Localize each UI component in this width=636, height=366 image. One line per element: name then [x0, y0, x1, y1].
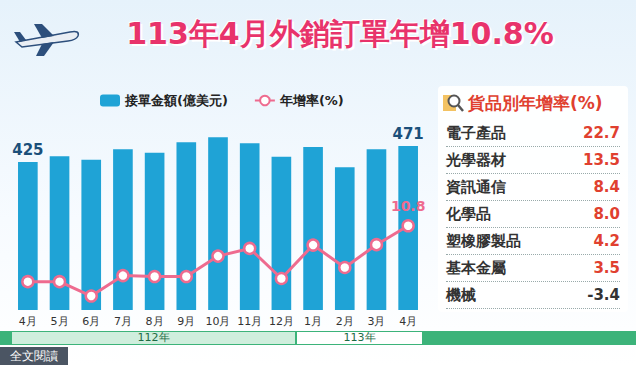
svg-text:4月: 4月 [399, 315, 417, 328]
html-text:全文閱讀: 全文閱讀 [10, 349, 58, 363]
html-text:4.2: 4.2 [593, 232, 620, 250]
svg-text:年增率(%): 年增率(%) [279, 93, 344, 108]
svg-text:接單金額(億美元): 接單金額(億美元) [124, 93, 228, 108]
svg-text:6月: 6月 [82, 315, 100, 328]
svg-text:10.8: 10.8 [391, 198, 426, 214]
svg-text:9月: 9月 [177, 315, 195, 328]
html-text:資訊通信: 資訊通信 [446, 177, 506, 196]
svg-text:10月: 10月 [206, 315, 231, 328]
html-text:22.7: 22.7 [583, 124, 620, 142]
html-text:-3.4: -3.4 [587, 286, 620, 304]
html-text:113年: 113年 [343, 331, 376, 344]
html-text:112年: 112年 [137, 331, 170, 344]
html-text:3.5: 3.5 [593, 259, 620, 277]
svg-text:425: 425 [12, 141, 43, 159]
html-text:貨品別年增率(%): 貨品別年增率(%) [468, 92, 603, 113]
svg-text:471: 471 [392, 125, 423, 143]
svg-text:12月: 12月 [269, 315, 294, 328]
html-text:基本金屬: 基本金屬 [446, 258, 506, 277]
html-text:化學品: 化學品 [446, 204, 491, 223]
html-text:13.5: 13.5 [583, 151, 620, 169]
html-text:機械: 機械 [446, 285, 476, 304]
svg-text:11月: 11月 [237, 315, 262, 328]
html-text:塑橡膠製品: 塑橡膠製品 [446, 231, 521, 250]
html-text:8.4: 8.4 [593, 178, 620, 196]
html-text:8.0: 8.0 [593, 205, 620, 223]
svg-text:4月: 4月 [19, 315, 37, 328]
svg-text:1月: 1月 [304, 315, 322, 328]
html-text:113年4月外銷訂單年增10.8%: 113年4月外銷訂單年增10.8% [126, 16, 554, 51]
svg-text:7月: 7月 [114, 315, 132, 328]
svg-text:2月: 2月 [336, 315, 354, 328]
svg-text:8月: 8月 [146, 315, 164, 328]
svg-text:5月: 5月 [51, 315, 69, 328]
html-text:光學器材: 光學器材 [446, 150, 506, 169]
html-text:電子產品: 電子產品 [446, 123, 506, 142]
svg-text:3月: 3月 [367, 315, 385, 328]
